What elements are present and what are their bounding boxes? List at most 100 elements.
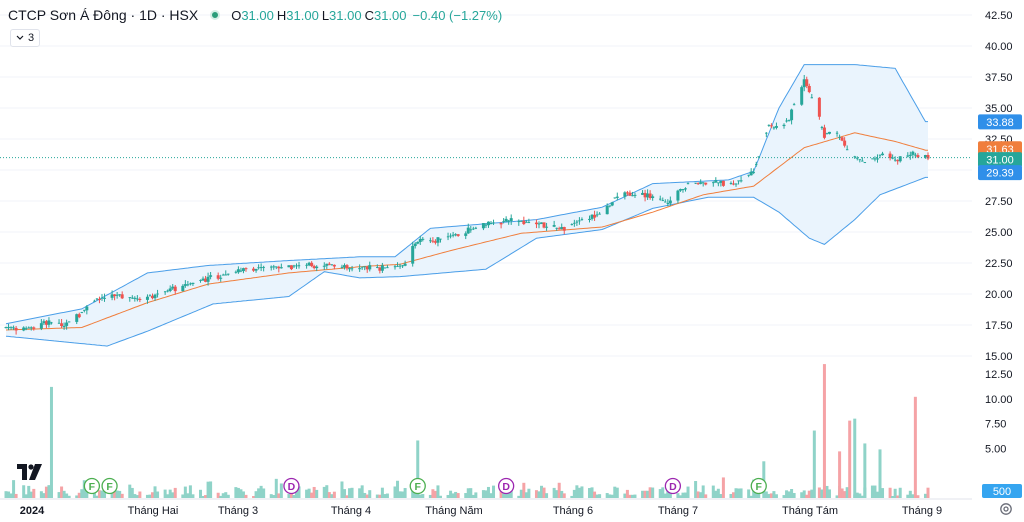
candle-body [62, 325, 66, 327]
volume-bar [492, 485, 496, 498]
price-axis-tick: 20.00 [985, 289, 1013, 301]
volume-bar [24, 494, 28, 498]
candle-body [365, 266, 369, 270]
volume-bar [580, 486, 584, 498]
candle-body [42, 321, 46, 324]
volume-bar [704, 494, 708, 498]
volume-bar [595, 494, 599, 498]
candle-body [312, 266, 316, 269]
volume-bar [911, 494, 915, 498]
volume-bar [277, 493, 281, 498]
candle-body [332, 264, 336, 267]
candle-body [204, 278, 208, 282]
volume-bar [542, 487, 546, 498]
candle-body [348, 268, 352, 270]
candle-body [289, 265, 293, 270]
candle-body [739, 180, 743, 182]
candle-body [378, 267, 382, 271]
volume-bar [785, 490, 789, 498]
ohlc-open-value: 31.00 [241, 7, 274, 23]
price-label-lower-text: 29.39 [986, 168, 1014, 180]
volume-bar [822, 364, 826, 498]
candle-body [891, 157, 895, 159]
candle-body [9, 326, 13, 328]
volume-bar [630, 494, 634, 498]
volume-bar [12, 480, 16, 498]
candle-body [749, 171, 753, 176]
volume-bar [628, 494, 632, 498]
candle-body [608, 205, 612, 207]
volume-bar [734, 488, 738, 498]
candle-body [633, 194, 637, 196]
volume-bar [694, 481, 698, 498]
volume-bar [204, 495, 208, 498]
volume-bar [562, 493, 566, 498]
candle-body [44, 321, 48, 325]
candle-body [47, 320, 51, 325]
candle-body [590, 214, 594, 219]
volume-bar [315, 489, 319, 498]
volume-axis-tick: 7.50 [985, 419, 1006, 431]
candle-body [827, 131, 831, 134]
volume-bar [128, 484, 132, 498]
event-marker-label: F [415, 481, 422, 493]
candle-body [499, 222, 503, 225]
volume-bar [926, 487, 930, 498]
price-axis-tick: 27.50 [985, 196, 1013, 208]
candle-body [605, 205, 609, 215]
volume-bar [658, 489, 662, 498]
volume-bar [151, 492, 155, 498]
volume-bar [135, 495, 139, 498]
volume-bar [686, 486, 690, 498]
volume-bar [358, 488, 362, 498]
event-marker-d [664, 477, 682, 495]
volume-bar [363, 492, 367, 498]
volume-bar [181, 494, 185, 498]
candle-body [315, 266, 319, 269]
tradingview-logo-icon[interactable] [16, 460, 44, 484]
volume-bar [896, 495, 900, 498]
volume-bar [888, 487, 892, 498]
volume-bar [274, 478, 278, 498]
gear-icon[interactable] [998, 501, 1016, 519]
volume-bar [57, 492, 61, 498]
volume-bar [891, 495, 895, 498]
candle-body [807, 85, 811, 93]
volume-bar [115, 490, 119, 498]
volume-bar [272, 495, 276, 498]
volume-bar [701, 485, 705, 498]
candle-body [327, 263, 331, 265]
volume-bar [438, 495, 442, 498]
candle-body [593, 214, 597, 218]
bollinger-band-fill [6, 64, 928, 347]
volume-bar [641, 490, 645, 498]
candle-body [898, 156, 902, 162]
volume-bar [481, 490, 485, 498]
volume-bar [100, 490, 104, 498]
candle-body [699, 182, 703, 184]
candle-body [168, 288, 172, 292]
volume-bar [360, 485, 364, 498]
volume-bar [643, 490, 647, 498]
indicators-toggle-button[interactable]: 3 [10, 29, 41, 47]
volume-bar [714, 490, 718, 498]
volume-bar [241, 491, 245, 498]
candle-body [120, 294, 124, 299]
candle-body [545, 226, 549, 228]
volume-bar [446, 494, 450, 498]
volume-axis-tick: 12.50 [985, 369, 1013, 381]
volume-bar [577, 487, 581, 498]
volume-bar [396, 480, 400, 498]
time-axis-tick: Tháng 6 [553, 505, 593, 517]
volume-bar [413, 492, 417, 498]
volume-bar [279, 483, 283, 498]
candle-body [118, 294, 122, 296]
volume-bar [681, 492, 685, 498]
candle-body [219, 277, 223, 279]
volume-bar [464, 493, 468, 498]
volume-bar [716, 488, 720, 498]
volume-bar [881, 488, 885, 498]
volume-bar [651, 487, 655, 498]
candle-body [110, 294, 114, 298]
